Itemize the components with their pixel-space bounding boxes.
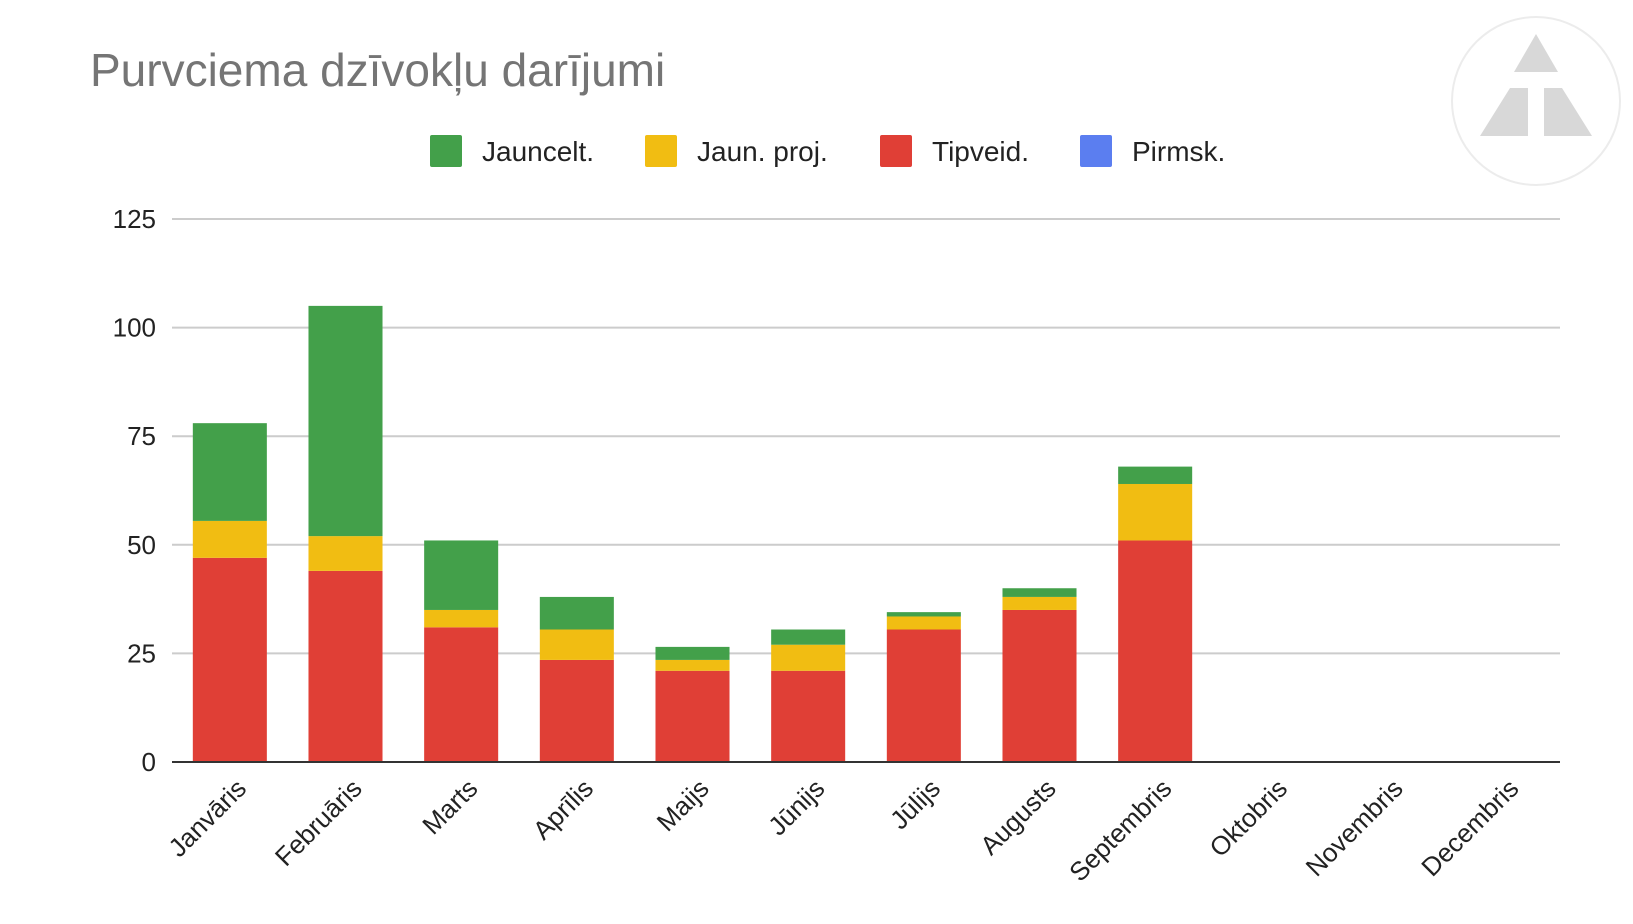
bar-segment [424,627,499,762]
legend: Jauncelt. Jaun. proj. Tipveid. Pirmsk. [430,135,1225,167]
y-tick-label: 25 [127,638,156,668]
bars [192,305,1193,762]
x-axis-ticks: Janvāris Februāris Marts Aprīlis Maijs Jūnijs… [162,773,1524,887]
legend-swatch [1080,135,1112,167]
bar-segment [539,596,614,630]
y-axis-ticks: 0 25 50 75 100 125 [113,204,156,777]
x-tick-label: Jūnijs [762,773,830,841]
bar-segment [192,423,267,521]
bar-segment [655,670,730,762]
legend-item: Jauncelt. [430,135,594,167]
x-tick-label: Maijs [651,773,715,837]
legend-label: Tipveid. [932,136,1029,167]
bar-segment [1002,588,1077,597]
x-tick-label: Janvāris [162,773,252,863]
bar-segment [192,520,267,558]
legend-item: Tipveid. [880,135,1029,167]
x-tick-label: Jūlijs [884,773,946,835]
bar-segment [1002,596,1077,610]
legend-swatch [880,135,912,167]
legend-label: Jaun. proj. [697,136,828,167]
legend-item: Jaun. proj. [645,135,828,167]
bar-segment [886,612,961,617]
y-tick-label: 100 [113,313,156,343]
x-tick-label: Februāris [269,773,368,872]
bar-segment [308,305,383,537]
x-tick-label: Augusts [974,773,1062,861]
bar-segment [655,646,730,660]
bar-segment [771,629,846,645]
bar-segment [308,536,383,571]
legend-item: Pirmsk. [1080,135,1225,167]
bar-segment [424,540,499,610]
watermark-logo [1451,16,1621,186]
bar-segment [424,609,499,628]
bar-segment [1118,466,1193,484]
bar-segment [886,616,961,630]
bar-segment [192,557,267,762]
y-tick-label: 125 [113,204,156,234]
y-tick-label: 50 [127,530,156,560]
bar-segment [771,670,846,762]
bar-segment [539,629,614,660]
bar-segment [1002,609,1077,762]
bar-segment [771,644,846,671]
bar-segment [308,570,383,762]
x-tick-label: Oktobris [1203,773,1293,863]
legend-swatch [645,135,677,167]
bar-segment [1118,540,1193,762]
x-tick-label: Marts [416,773,483,840]
bar-segment [655,659,730,671]
bar-segment [539,659,614,762]
chart-title: Purvciema dzīvokļu darījumi [90,44,665,96]
legend-swatch [430,135,462,167]
x-tick-label: Septembris [1063,773,1177,887]
legend-label: Jauncelt. [482,136,594,167]
gridlines [172,218,1560,655]
bar-segment [886,629,961,762]
x-tick-label: Aprīlis [527,773,599,845]
x-tick-label: Novembris [1300,773,1409,882]
y-tick-label: 0 [142,747,156,777]
y-tick-label: 75 [127,421,156,451]
bar-segment [1118,483,1193,541]
x-tick-label: Decembris [1415,773,1524,882]
triangle-logo-icon [1480,34,1592,136]
legend-label: Pirmsk. [1132,136,1225,167]
